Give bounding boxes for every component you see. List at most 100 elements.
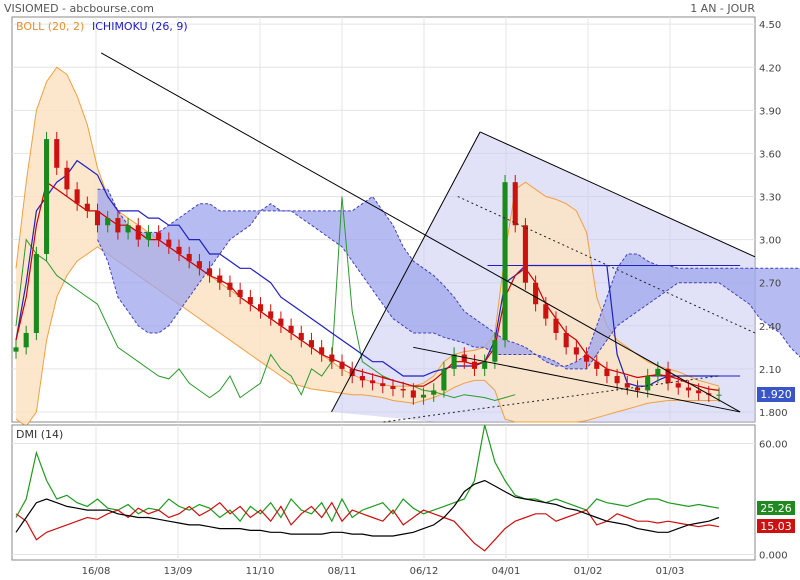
candle-body <box>543 304 549 319</box>
candle-body <box>23 332 29 348</box>
price-panel: 4.50 4.20 3.90 3.60 3.30 3.00 2.70 2.40 2.10 1.80… <box>11 16 800 427</box>
candle-body <box>492 340 498 362</box>
candle-body <box>44 139 50 254</box>
price-axis-ticks: 4.50 4.20 3.90 3.60 3.30 3.00 2.70 2.40 2.10 1.80… <box>759 20 788 419</box>
candle-body <box>308 340 315 348</box>
price-tick-label: 4.20 <box>759 63 781 74</box>
candle-body <box>370 380 376 384</box>
trend-line-2 <box>331 131 481 413</box>
tenkan-line <box>15 181 720 391</box>
candle-body <box>431 390 437 395</box>
candle-body <box>716 394 722 396</box>
dmi-axis-ticks: 60.00 0.000 <box>759 439 788 561</box>
candle-body <box>186 253 192 262</box>
dotted-channel-2 <box>383 375 718 423</box>
candle-body <box>380 383 386 387</box>
candle-body <box>54 139 60 168</box>
candle-body <box>634 387 641 391</box>
candle-body <box>441 368 447 391</box>
dmi-series <box>15 424 720 552</box>
trend-line-1 <box>100 52 741 413</box>
price-tick-label: 2.70 <box>759 279 781 290</box>
candle-body <box>135 225 141 240</box>
period-label: 1 AN - JOUR <box>690 2 755 15</box>
candle-body <box>604 368 610 377</box>
price-tick-label: 3.00 <box>759 236 781 247</box>
adx-line <box>15 479 720 537</box>
dmi-plus-value: 25.26 <box>760 502 792 515</box>
candle-body <box>451 354 457 369</box>
candle-body <box>33 253 39 333</box>
price-tick-label: 2.40 <box>759 322 781 333</box>
candle-body <box>420 394 427 398</box>
last-price-label: 1.920 <box>760 388 792 401</box>
candle-body <box>268 311 274 319</box>
price-series <box>13 52 800 427</box>
candle-body <box>207 268 213 276</box>
price-tick-label: 2.10 <box>759 365 781 376</box>
dmi-minus-value: 15.03 <box>760 520 792 533</box>
candle-body <box>400 388 406 391</box>
candle-body <box>584 354 590 362</box>
dmi-grid <box>12 425 755 560</box>
candle-body <box>84 203 90 211</box>
legend-ichimoku: ICHIMOKU (26, 9) <box>92 20 188 33</box>
candle-body <box>74 189 80 204</box>
dmi-title: DMI (14) <box>16 428 63 441</box>
price-tick-label: 4.50 <box>759 20 781 31</box>
dmi-tick-label: 60.00 <box>759 439 788 450</box>
candle-body <box>512 182 518 226</box>
dmi-plus-line <box>15 424 720 523</box>
candle-body <box>696 390 702 394</box>
candle-body <box>166 239 172 247</box>
trend-line-3 <box>479 131 756 258</box>
candle-body <box>594 361 600 369</box>
candle-body <box>522 225 528 283</box>
x-tick-label: 04/01 <box>492 566 521 577</box>
bollinger-band <box>16 67 719 427</box>
candle-body <box>461 354 467 362</box>
dmi-minus-tag: 15.03 <box>757 519 795 533</box>
candle-body <box>482 361 488 369</box>
price-tick-label: 3.30 <box>759 193 781 204</box>
candle-body <box>115 218 121 233</box>
candle-body <box>685 387 691 391</box>
candle-body <box>156 232 162 240</box>
candle-body <box>339 361 345 369</box>
x-tick-label: 01/03 <box>656 566 685 577</box>
candle-body <box>94 210 101 226</box>
candle-body <box>645 376 651 391</box>
x-tick-label: 06/12 <box>410 566 439 577</box>
candle-body <box>502 182 508 341</box>
candle-body <box>563 332 569 348</box>
candle-body <box>105 218 111 226</box>
x-tick-label: 08/11 <box>328 566 357 577</box>
candle-body <box>237 289 243 298</box>
candle-body <box>319 347 325 355</box>
dmi-panel: 60.00 0.000 <box>11 424 788 561</box>
candle-body <box>675 383 681 388</box>
candle-body <box>288 325 294 333</box>
candle-body <box>176 246 182 254</box>
price-tick-label: 1.800 <box>759 408 788 419</box>
candle-body <box>227 282 233 290</box>
candle-body <box>247 297 253 305</box>
dmi-plus-tag: 25.26 <box>757 501 795 515</box>
ichimoku-span-b <box>97 203 800 370</box>
candle-body <box>217 275 223 283</box>
candle-body <box>665 368 671 384</box>
x-axis-labels: 16/08 13/09 11/10 08/11 06/12 04/01 01/02 01/03 <box>82 566 685 577</box>
dmi-minus-line <box>15 501 720 552</box>
candle-body <box>410 390 416 398</box>
candle-body <box>614 376 620 384</box>
candle-body <box>196 261 202 269</box>
candle-body <box>64 167 70 190</box>
candle-body <box>257 304 264 312</box>
candle-body <box>471 361 478 369</box>
candle-body <box>329 354 335 362</box>
candle-body <box>125 225 131 233</box>
last-price-tag: 1.920 <box>757 387 795 402</box>
candle-body <box>624 383 630 388</box>
trend-line-4 <box>413 346 741 413</box>
